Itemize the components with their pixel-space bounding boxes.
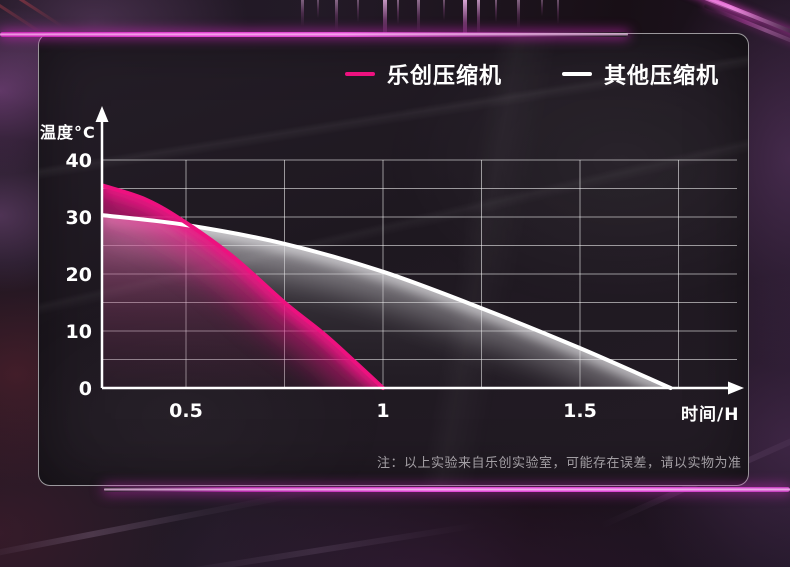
lechuang-line-swatch-icon [345,72,375,76]
legend-item-other: 其他压缩机 [562,58,719,90]
x-tick-label: 1 [376,400,389,422]
series-lechuang-curve [101,183,385,390]
y-tick-label: 40 [66,150,92,172]
other-line-swatch-icon [562,72,593,76]
legend-item-lechuang: 乐创压缩机 [345,58,502,90]
y-tick-label: 20 [66,264,92,286]
x-tick-label: 1.5 [563,400,597,422]
y-axis-arrow-icon [95,106,109,122]
legend-label-other: 其他压缩机 [604,64,720,89]
legend-label-lechuang: 乐创压缩机 [387,64,503,89]
x-tick-label: 0.5 [169,400,203,422]
legend: 乐创压缩机 其他压缩机 [345,58,719,90]
bottom-magenta-glow-strip [104,487,790,492]
x-axis-arrow-icon [728,381,744,395]
y-tick-label: 0 [79,378,92,400]
y-axis-title: 温度°C [40,123,96,142]
x-axis-title: 时间/H [681,405,740,425]
top-magenta-glow-strip [0,32,628,37]
axes [100,118,730,390]
y-tick-label: 30 [66,207,92,229]
disclaimer-note: 注：以上实验来自乐创实验室，可能存在误差，请以实物为准 [377,456,742,471]
y-tick-label: 10 [66,321,92,343]
